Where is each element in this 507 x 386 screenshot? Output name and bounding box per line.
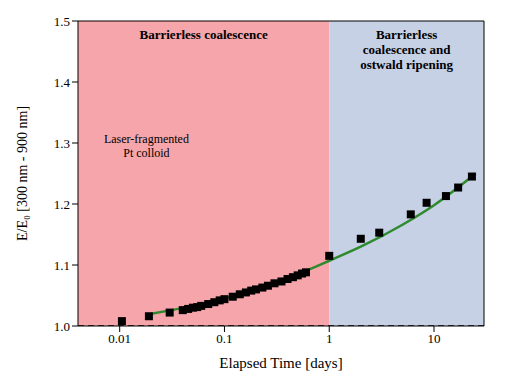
svg-text:Barrierless coalescence: Barrierless coalescence bbox=[140, 27, 268, 42]
svg-text:Laser-fragmentedPt colloid: Laser-fragmentedPt colloid bbox=[104, 132, 189, 160]
svg-text:1: 1 bbox=[326, 331, 333, 346]
svg-text:10: 10 bbox=[428, 331, 441, 346]
svg-text:1.0: 1.0 bbox=[54, 319, 70, 334]
svg-text:1.4: 1.4 bbox=[54, 75, 71, 90]
svg-text:0.01: 0.01 bbox=[108, 331, 131, 346]
svg-text:1.2: 1.2 bbox=[54, 197, 70, 212]
svg-text:Elapsed Time [days]: Elapsed Time [days] bbox=[219, 355, 342, 371]
svg-text:0.1: 0.1 bbox=[216, 331, 232, 346]
svg-text:1.3: 1.3 bbox=[54, 136, 70, 151]
svg-text:Barrierlesscoalescence andostw: Barrierlesscoalescence andostwald ripeni… bbox=[360, 27, 453, 72]
svg-text:1.5: 1.5 bbox=[54, 14, 70, 29]
svg-text:1.1: 1.1 bbox=[54, 258, 70, 273]
svg-text:E/E₀ [300 nm - 900 nm]: E/E₀ [300 nm - 900 nm] bbox=[15, 106, 30, 241]
